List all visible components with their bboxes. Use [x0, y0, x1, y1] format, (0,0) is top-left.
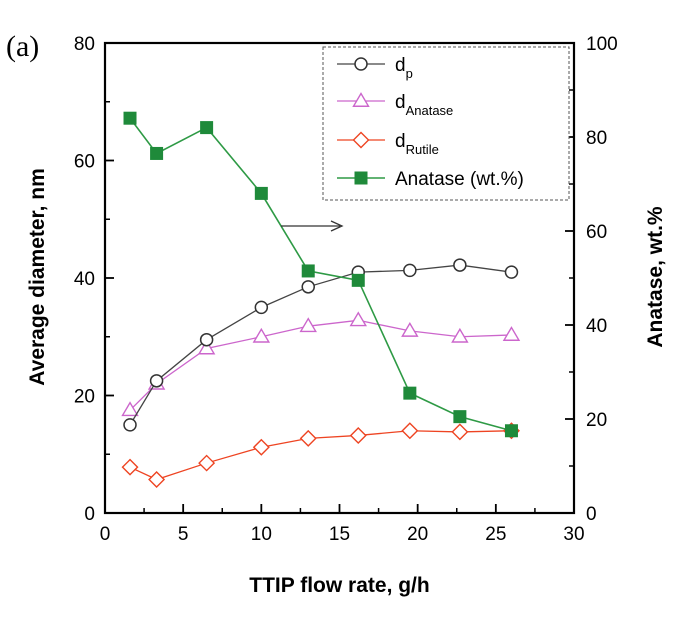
data-point [301, 264, 315, 278]
data-point [254, 186, 268, 200]
data-point [349, 311, 367, 327]
data-point [149, 374, 164, 388]
data-point [403, 263, 417, 278]
legend-item: Anatase (wt.%) [337, 169, 524, 190]
legend-label: Anatase (wt.%) [395, 169, 524, 190]
y-right-axis-title: Anatase, wt.% [644, 206, 667, 348]
data-point [121, 458, 139, 476]
data-point [252, 438, 270, 456]
legend-marker [352, 92, 370, 107]
series-layer [121, 111, 521, 489]
x-tick-label: 20 [407, 524, 428, 545]
data-point [198, 454, 216, 472]
data-point [150, 146, 164, 160]
series-danatase [121, 311, 521, 417]
y-left-tick-label: 60 [74, 152, 95, 173]
data-point [504, 424, 518, 438]
data-point [349, 426, 367, 444]
y-right-tick-label: 20 [586, 410, 607, 431]
series-dp [123, 258, 519, 432]
data-point [502, 326, 521, 341]
data-point [254, 300, 269, 315]
x-tick-label: 5 [178, 524, 189, 545]
legend-marker [352, 131, 370, 149]
x-tick-label: 30 [563, 524, 584, 545]
y-left-tick-label: 20 [74, 387, 95, 408]
data-point [121, 401, 139, 417]
y-right-tick-label: 80 [586, 128, 607, 149]
y-axis-left: 0 20 40 60 80 [74, 34, 114, 525]
legend-label-subscript: Anatase [406, 103, 454, 118]
data-point [123, 418, 137, 432]
data-point [401, 422, 419, 440]
data-point [197, 339, 216, 355]
data-point [453, 410, 467, 424]
data-point [123, 111, 137, 125]
y-right-tick-label: 100 [586, 34, 618, 55]
data-point [453, 258, 467, 272]
data-point [403, 386, 417, 400]
legend-label-subscript: Rutile [406, 142, 439, 157]
y-axis-right: 0 20 40 60 80 100 [565, 34, 618, 525]
x-axis: 0 5 10 15 20 25 30 [100, 504, 585, 545]
arrow-head [330, 220, 344, 232]
x-tick-label: 10 [251, 524, 272, 545]
y-left-tick-label: 40 [74, 269, 95, 290]
series-anatase-wt [123, 111, 518, 438]
x-tick-label: 0 [100, 524, 111, 545]
data-point [199, 332, 214, 347]
x-axis-title: TTIP flow rate, g/h [249, 574, 429, 597]
data-point [200, 121, 214, 135]
data-point [299, 317, 317, 333]
x-tick-label: 25 [485, 524, 506, 545]
data-point [351, 273, 365, 287]
y-left-tick-label: 80 [74, 34, 95, 55]
annotation-arrow [281, 220, 344, 232]
data-point [504, 265, 519, 279]
data-point [451, 327, 469, 343]
legend-marker [354, 171, 368, 185]
data-point [252, 327, 271, 343]
y-right-tick-label: 60 [586, 222, 607, 243]
y-left-axis-title: Average diameter, nm [26, 168, 49, 386]
data-point [301, 280, 315, 294]
series-line [129, 264, 512, 426]
panel-label: (a) [6, 30, 39, 63]
series-drutile [121, 422, 520, 489]
y-right-tick-label: 0 [586, 504, 597, 525]
series-line [129, 430, 512, 481]
y-right-tick-label: 40 [586, 316, 607, 337]
data-point [299, 429, 317, 447]
legend-marker [354, 57, 368, 71]
data-point [148, 471, 166, 489]
data-point [451, 423, 469, 441]
legend-label-subscript: p [406, 66, 413, 81]
data-point [401, 321, 419, 337]
y-left-tick-label: 0 [84, 504, 95, 525]
x-tick-label: 15 [329, 524, 350, 545]
series-line [129, 319, 512, 411]
